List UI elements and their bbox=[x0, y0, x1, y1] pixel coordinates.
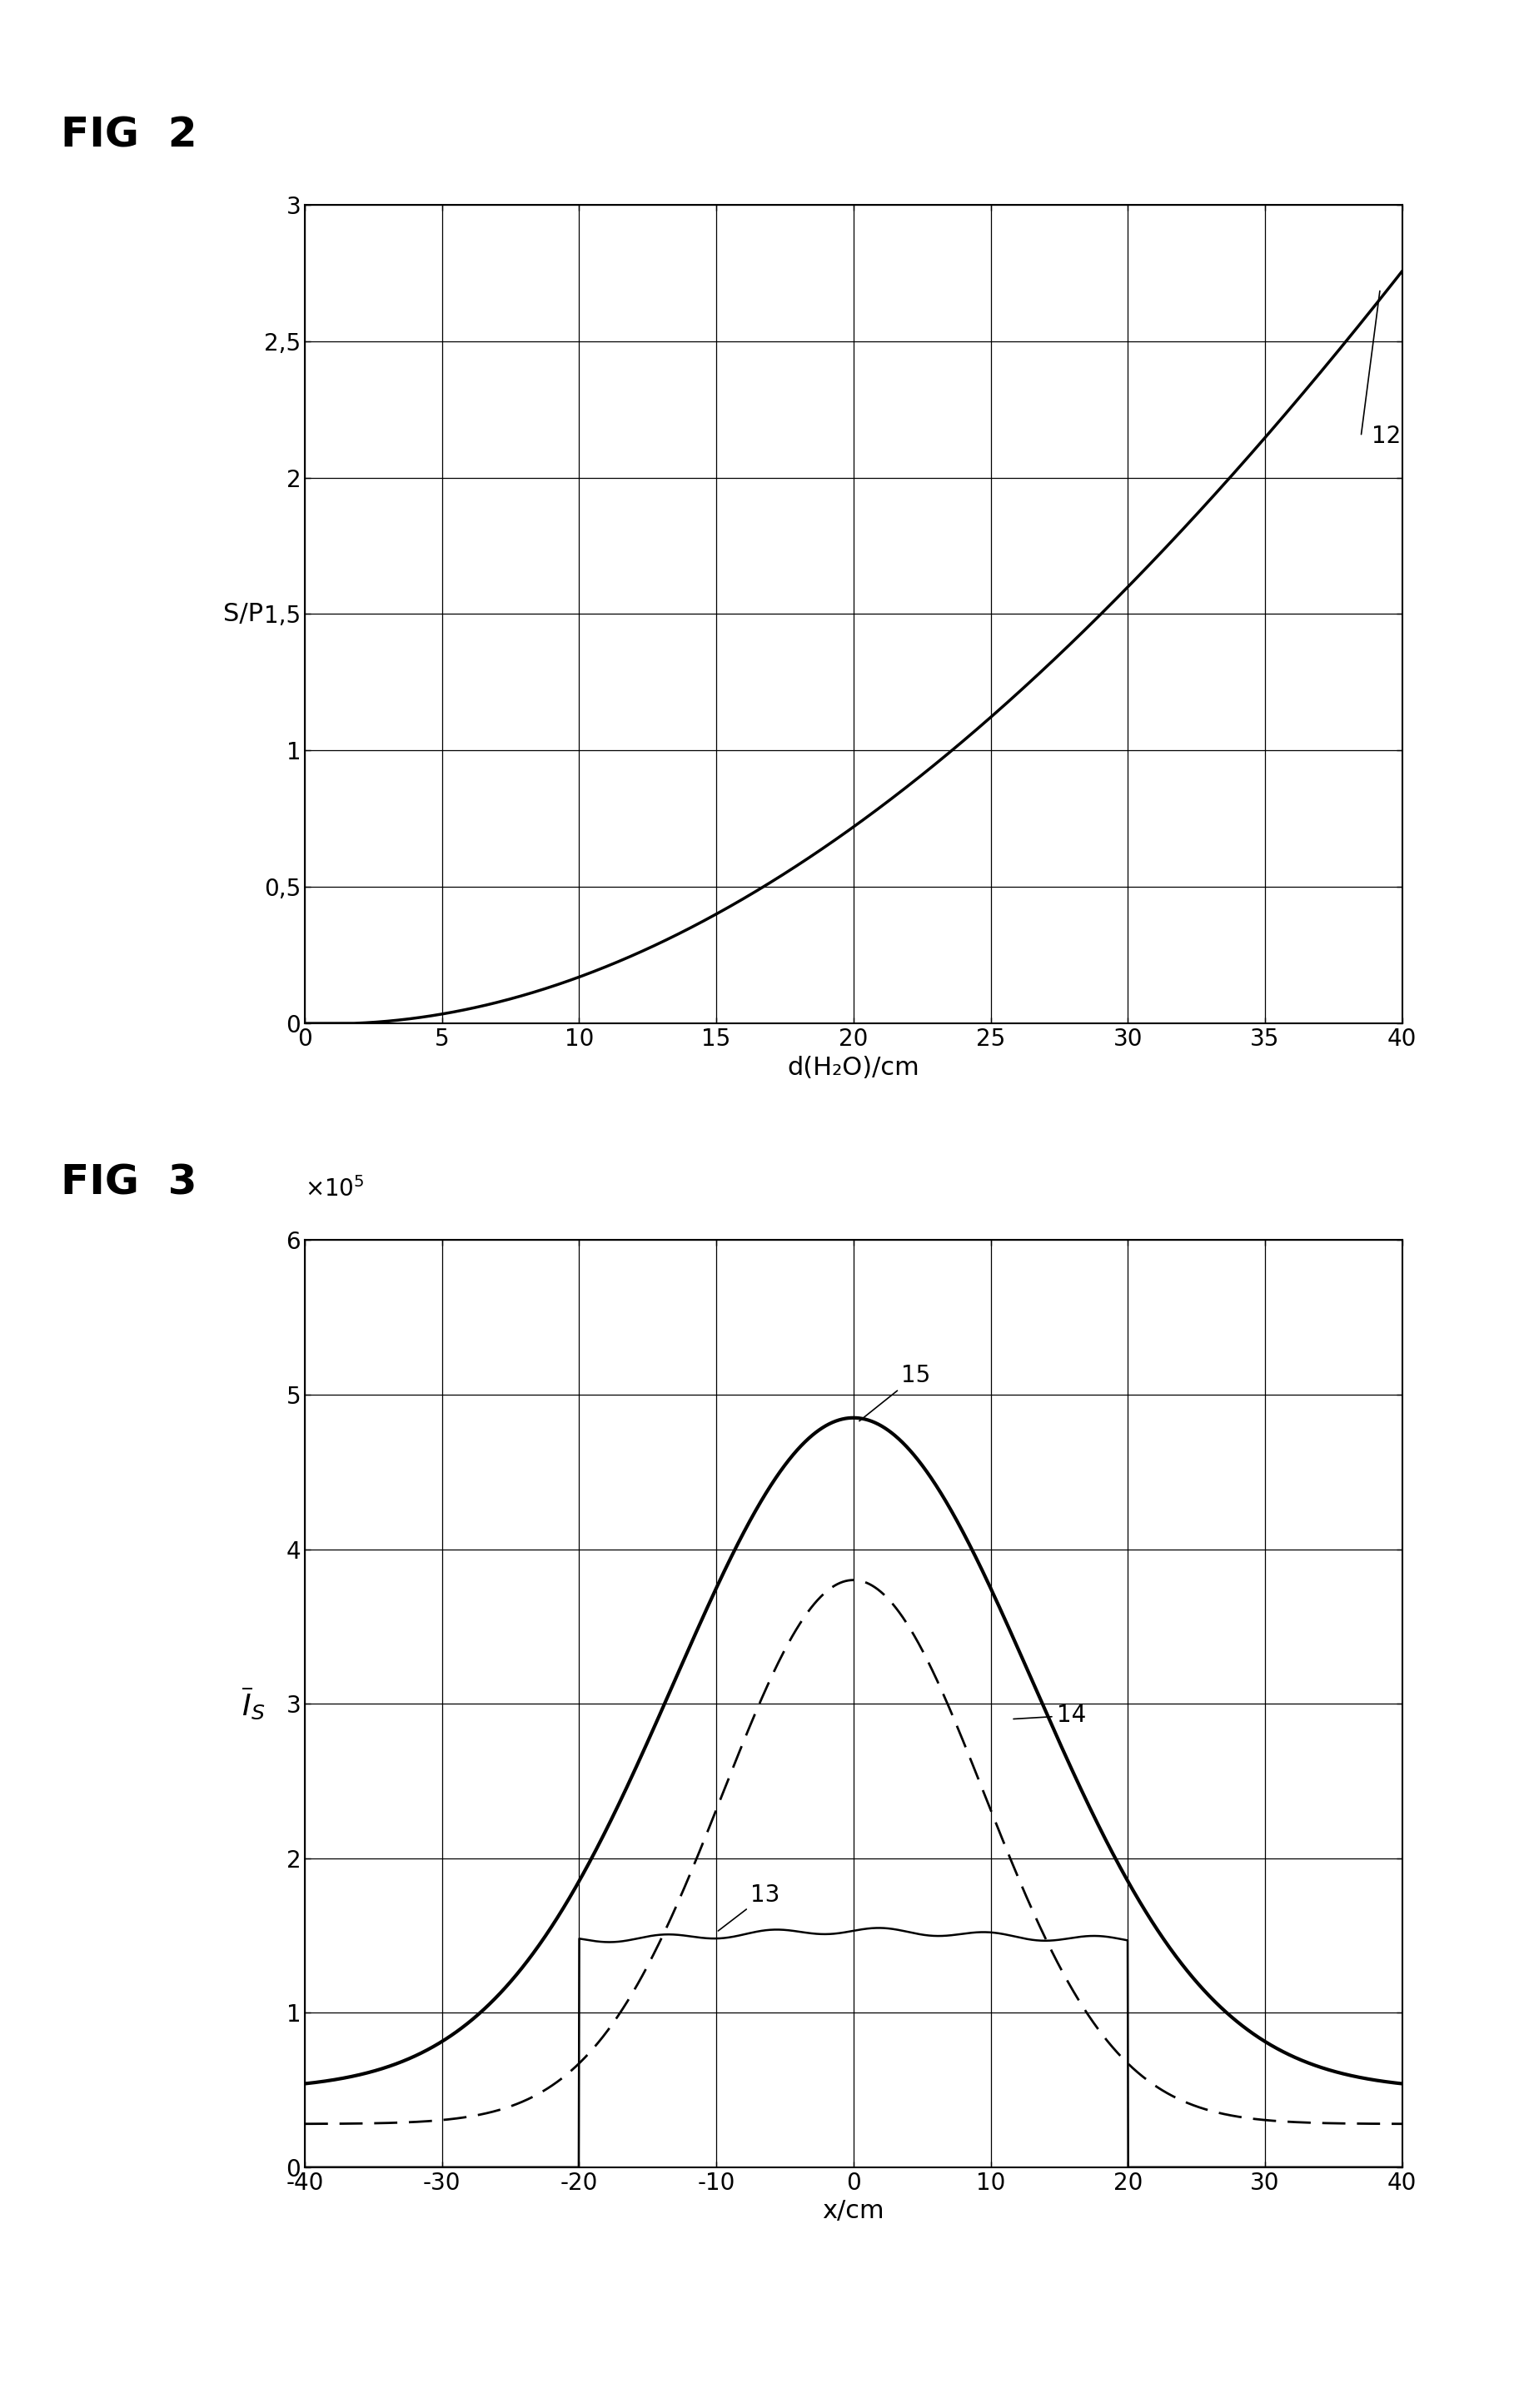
Text: FIG  3: FIG 3 bbox=[61, 1163, 197, 1204]
Text: 14: 14 bbox=[1013, 1705, 1085, 1727]
X-axis label: x/cm: x/cm bbox=[823, 2199, 884, 2223]
Y-axis label: S/P: S/P bbox=[223, 602, 264, 626]
Text: FIG  2: FIG 2 bbox=[61, 116, 197, 157]
Text: 13: 13 bbox=[718, 1883, 780, 1931]
X-axis label: d(H₂O)/cm: d(H₂O)/cm bbox=[788, 1055, 919, 1079]
Text: 12: 12 bbox=[1372, 424, 1401, 448]
Y-axis label: $\overline{I}_S$: $\overline{I}_S$ bbox=[242, 1686, 265, 1722]
Text: 15: 15 bbox=[860, 1363, 931, 1421]
Text: $\times 10^5$: $\times 10^5$ bbox=[305, 1178, 364, 1202]
